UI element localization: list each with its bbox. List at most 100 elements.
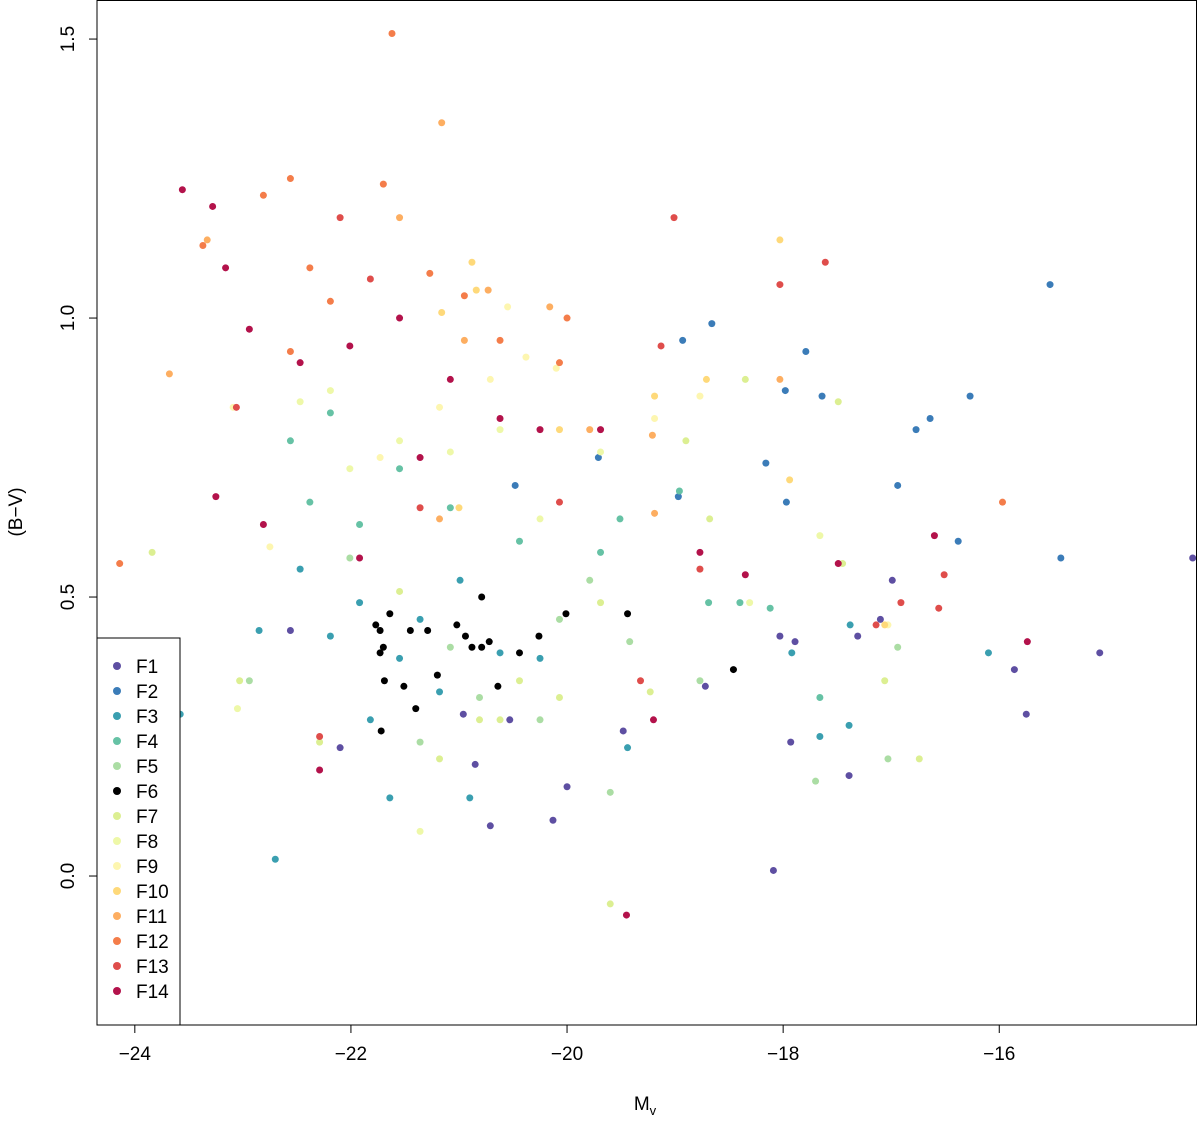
- point: [555, 693, 563, 701]
- point: [854, 632, 862, 640]
- legend-marker: [113, 712, 121, 720]
- point: [400, 682, 408, 690]
- point: [586, 576, 594, 584]
- point: [586, 426, 594, 434]
- point: [708, 320, 716, 328]
- point: [377, 727, 385, 735]
- point: [670, 214, 678, 222]
- point: [245, 677, 253, 685]
- point: [486, 822, 494, 830]
- point: [736, 599, 744, 607]
- point: [912, 426, 920, 434]
- point: [563, 314, 571, 322]
- point: [376, 454, 384, 462]
- legend-label: F4: [136, 732, 159, 753]
- legend-label: F3: [136, 707, 158, 728]
- point: [203, 236, 211, 244]
- point: [326, 409, 334, 417]
- point: [366, 716, 374, 724]
- point: [366, 275, 374, 283]
- point: [455, 504, 463, 512]
- point: [286, 175, 294, 183]
- point: [791, 638, 799, 646]
- point: [496, 336, 504, 344]
- point: [316, 738, 324, 746]
- point: [845, 772, 853, 780]
- point: [386, 610, 394, 618]
- point: [416, 738, 424, 746]
- point: [872, 621, 880, 629]
- point: [165, 370, 173, 378]
- point: [562, 610, 570, 618]
- point: [212, 493, 220, 501]
- point: [424, 627, 432, 635]
- point: [515, 677, 523, 685]
- point: [702, 375, 710, 383]
- point: [846, 621, 854, 629]
- point: [286, 437, 294, 445]
- point: [769, 866, 777, 874]
- legend-marker: [113, 662, 121, 670]
- point: [326, 387, 334, 395]
- legend-marker: [113, 862, 121, 870]
- point: [651, 414, 659, 422]
- point: [802, 348, 810, 356]
- point: [436, 688, 444, 696]
- point: [787, 738, 795, 746]
- point: [496, 414, 504, 422]
- point: [426, 269, 434, 277]
- point: [356, 520, 364, 528]
- point: [1010, 666, 1018, 674]
- x-axis-label-main: M: [634, 1094, 650, 1115]
- point: [346, 554, 354, 562]
- point: [416, 504, 424, 512]
- point: [515, 649, 523, 657]
- legend-marker: [113, 737, 121, 745]
- point: [446, 448, 454, 456]
- y-tick-label: 1.5: [58, 26, 79, 52]
- legend-marker: [113, 762, 121, 770]
- point: [776, 632, 784, 640]
- y-axis-label: (B−V): [6, 487, 27, 536]
- point: [438, 119, 446, 127]
- legend-label: F7: [136, 807, 158, 828]
- point: [696, 677, 704, 685]
- legend: F1 F2 F3 F4 F5 F6 F7 F8 F9 F10 F11 F12 F13 F14: [96, 637, 181, 1026]
- legend-label: F14: [136, 982, 169, 1003]
- point: [306, 264, 314, 272]
- point: [356, 554, 364, 562]
- point: [834, 398, 842, 406]
- point: [894, 643, 902, 651]
- point: [706, 515, 714, 523]
- point: [232, 403, 240, 411]
- point: [379, 643, 387, 651]
- point: [675, 487, 683, 495]
- point: [199, 242, 207, 250]
- point: [316, 733, 324, 741]
- point: [296, 359, 304, 367]
- point: [316, 766, 324, 774]
- point: [616, 515, 624, 523]
- point: [1096, 649, 1104, 657]
- point: [682, 437, 690, 445]
- point: [648, 431, 656, 439]
- point: [209, 202, 217, 210]
- point: [433, 671, 441, 679]
- point: [705, 599, 713, 607]
- point: [376, 649, 384, 657]
- legend-label: F10: [136, 882, 169, 903]
- point: [555, 359, 563, 367]
- point: [746, 599, 754, 607]
- legend-label: F1: [136, 657, 158, 678]
- point: [619, 727, 627, 735]
- point: [786, 476, 794, 484]
- point: [506, 716, 514, 724]
- legend-marker: [113, 887, 121, 895]
- point: [468, 643, 476, 651]
- point: [637, 677, 645, 685]
- point: [649, 716, 657, 724]
- point: [894, 481, 902, 489]
- point: [259, 520, 267, 528]
- point: [930, 532, 938, 540]
- point: [286, 348, 294, 356]
